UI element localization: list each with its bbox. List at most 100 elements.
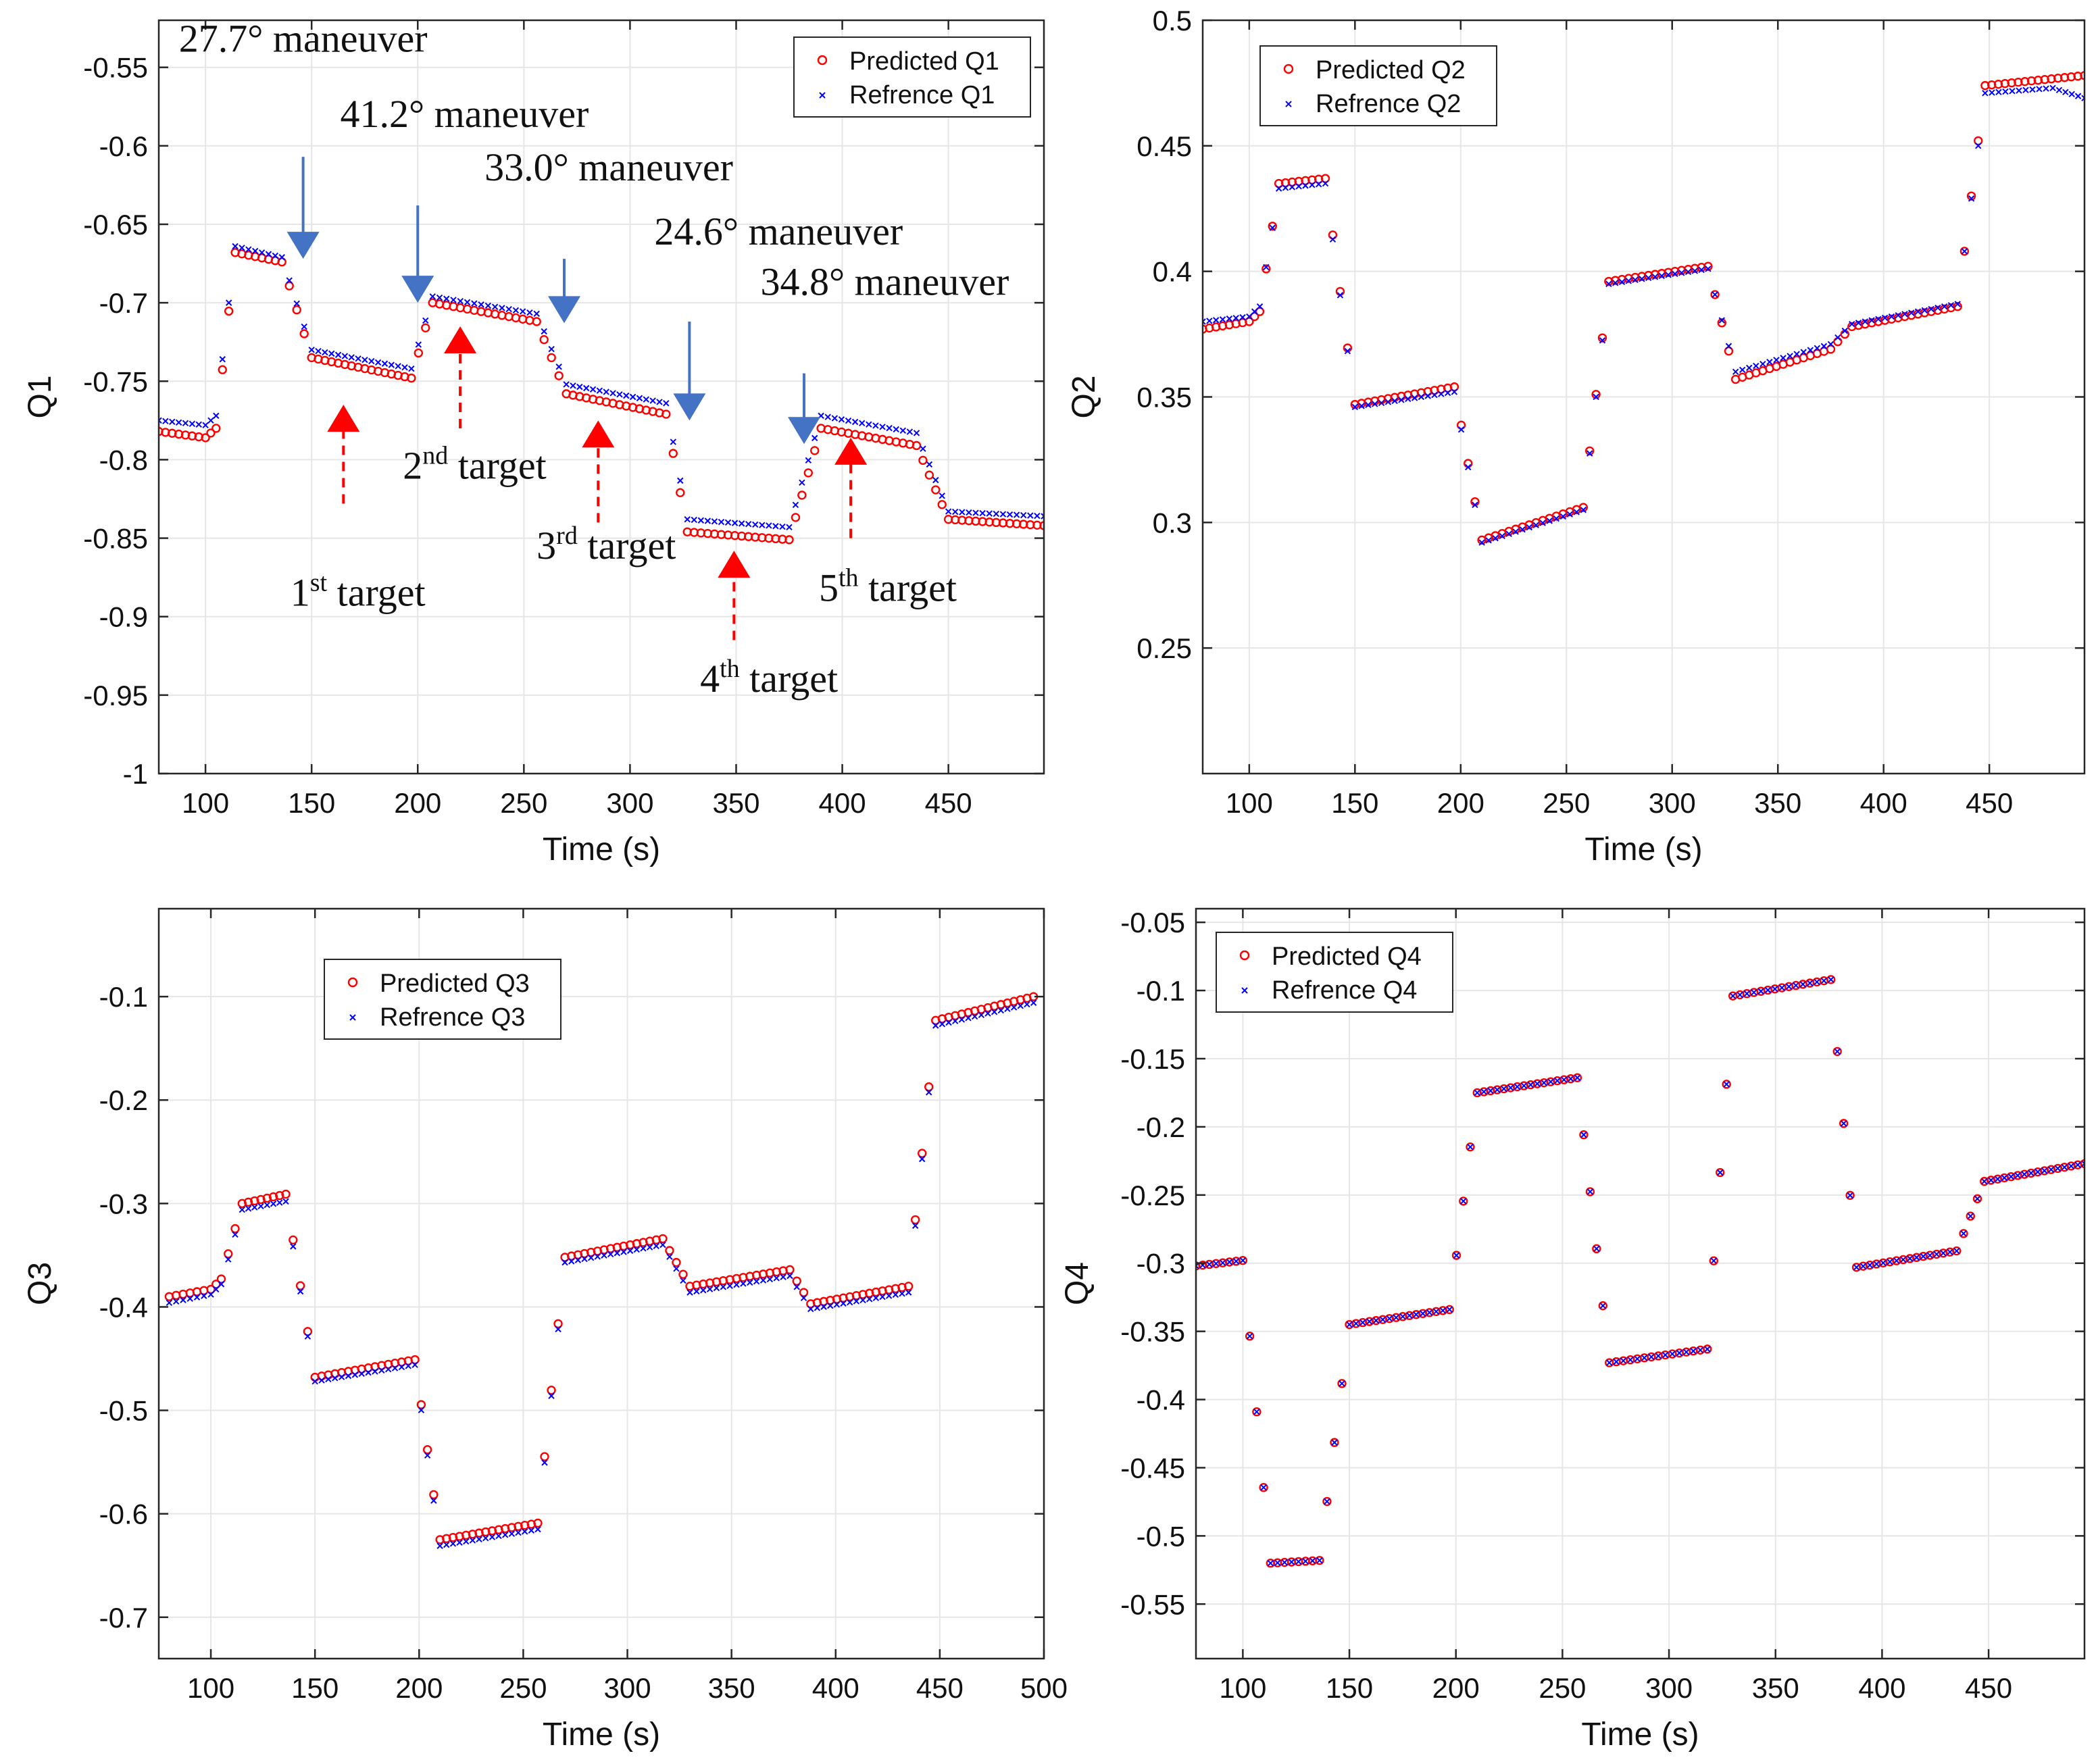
q1-point-reference [491, 303, 499, 310]
q3-point-predicted [540, 1452, 549, 1461]
q2-xtick-label: 400 [1860, 787, 1907, 819]
q3-point-reference [482, 1534, 489, 1542]
q1-point-reference [1020, 511, 1027, 519]
q3-point-predicted [533, 1518, 543, 1528]
q1-point-reference [162, 418, 169, 425]
q3-point-predicted [250, 1196, 259, 1206]
q3-point-reference [264, 1201, 270, 1209]
q1-point-reference [906, 428, 914, 435]
target-label-number: 3 [536, 524, 556, 568]
q1-point-reference [512, 307, 520, 313]
q2-point-reference [1645, 274, 1652, 282]
q4-ytick-label: -0.35 [1120, 1316, 1185, 1348]
q4-point-reference [1974, 1195, 1981, 1203]
q1-point-reference [555, 363, 562, 370]
q3-xtick-label: 100 [187, 1672, 234, 1704]
q3-point-reference [290, 1243, 297, 1250]
q4-point-reference [1213, 1260, 1220, 1267]
q1-point-reference [845, 417, 852, 424]
q4-point-reference [1480, 1088, 1487, 1095]
q2-point-reference [1499, 532, 1505, 540]
q2-point-reference [1378, 399, 1385, 407]
q3-point-reference [332, 1375, 339, 1382]
maneuver-arrow-head [401, 276, 434, 303]
q3-point-reference [391, 1365, 399, 1371]
maneuver-label: 41.2° maneuver [340, 92, 589, 136]
q4-ytick-label: -0.5 [1137, 1520, 1185, 1552]
target-label: 1st target [291, 568, 426, 614]
q3-point-reference [411, 1361, 418, 1368]
q2-point-predicted [1597, 333, 1607, 343]
q4-point-reference [1599, 1302, 1607, 1309]
q3-point-reference [166, 1299, 173, 1307]
q4-point-predicted [1466, 1142, 1475, 1152]
q4-point-reference [1828, 976, 1834, 983]
target-label-suffix: st [310, 568, 328, 597]
q3-point-reference [587, 1254, 595, 1261]
q4-point-reference [1453, 1252, 1460, 1259]
q2-point-reference [1961, 248, 1968, 255]
q2-point-reference [1732, 368, 1739, 376]
q4-point-reference [1913, 1254, 1920, 1261]
q1-ytick-label: -0.7 [99, 287, 148, 319]
q4-point-reference [1717, 1169, 1724, 1176]
q3-point-reference [659, 1241, 666, 1249]
q4-point-reference [2021, 1171, 2028, 1178]
q4-point-reference [1219, 1259, 1226, 1266]
q4-point-reference [1683, 1349, 1690, 1355]
q3-point-reference [720, 1284, 727, 1290]
q2-point-reference [2043, 85, 2049, 92]
q1-point-reference [799, 479, 805, 486]
q1-point-reference [1006, 511, 1014, 518]
q4-point-reference [1467, 1143, 1474, 1151]
q1-xlabel: Time (s) [543, 832, 660, 867]
q3-point-reference [713, 1284, 720, 1292]
q4-point-reference [1346, 1321, 1353, 1328]
target-label-word: target [578, 524, 676, 568]
q2-point-reference [1888, 313, 1895, 320]
q3-point-reference [905, 1289, 912, 1296]
q4-point-predicted [1330, 1438, 1339, 1447]
q1-point-predicted [532, 317, 541, 326]
q1-point-reference [866, 421, 872, 428]
q1-point-reference [541, 328, 547, 335]
q3-ytick-label: -0.4 [99, 1291, 148, 1323]
q2-point-reference [1398, 397, 1405, 403]
q1-point-reference [704, 518, 711, 524]
q1-point-reference [388, 361, 395, 368]
q1-point-reference [239, 245, 245, 251]
q4-point-reference [1432, 1308, 1440, 1315]
q1-point-reference [471, 300, 478, 307]
q1-point-reference [175, 419, 182, 426]
q1-point-reference [913, 430, 920, 436]
q4-point-predicted [1972, 1194, 1982, 1204]
q2-point-reference [1206, 318, 1213, 324]
q1-point-predicted [206, 428, 216, 438]
q4-point-predicted [1445, 1305, 1454, 1315]
q4-point-reference [1316, 1557, 1323, 1564]
q1-point-reference [195, 421, 202, 428]
q2-point-predicted [1966, 191, 1976, 201]
q3-xtick-label: 150 [291, 1672, 339, 1704]
q2-point-reference [1820, 343, 1828, 350]
q3-point-reference [939, 1021, 946, 1028]
q1-point-predicted [924, 470, 934, 480]
q3-point-reference [534, 1526, 541, 1533]
q1-point-reference [663, 400, 670, 407]
q1-ytick-label: -0.75 [83, 366, 148, 397]
q1-point-reference [711, 518, 718, 525]
q4-point-reference [2074, 1161, 2081, 1168]
q2-point-reference [1553, 515, 1559, 522]
q3-point-reference [418, 1407, 425, 1413]
q2-point-reference [1295, 183, 1302, 190]
q2-point-reference [1684, 268, 1692, 276]
q2-point-reference [1868, 317, 1875, 324]
q2-point-reference [1773, 357, 1780, 363]
target-label-suffix: rd [556, 522, 578, 550]
q4-point-reference [1641, 1355, 1648, 1361]
q2-point-reference [1766, 359, 1773, 366]
q2-point-reference [1780, 355, 1787, 361]
q4-point-reference [1541, 1079, 1547, 1086]
q1-axes-box [157, 19, 1045, 775]
q1-point-predicted [797, 490, 807, 500]
